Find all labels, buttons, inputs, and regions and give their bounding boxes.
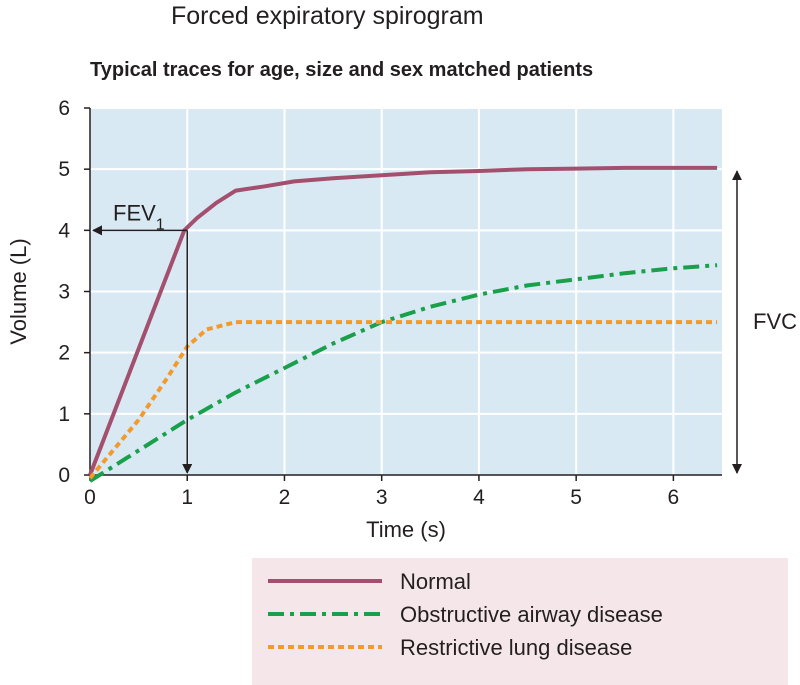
legend-item-normal: Normal [252,567,788,597]
y-tick-label: 4 [58,219,70,242]
series-line-normal [88,165,718,476]
x-tick-label: 6 [668,486,680,509]
legend-item-restrictive: Restrictive lung disease [252,633,788,663]
y-tick-label: 2 [58,342,70,365]
x-tick-label: 5 [570,486,582,509]
x-tick-label: 3 [376,486,388,509]
series-line-restrictive [88,320,718,480]
y-axis-title: Volume (L) [6,238,31,344]
x-tick-label: 2 [279,486,291,509]
x-tick-label: 4 [473,486,485,509]
fev1-subscript: 1 [156,216,165,233]
y-tick-label: 6 [58,97,70,120]
series-line-obstructive [88,263,718,483]
y-tick-label: 5 [58,158,70,181]
x-tick-label: 1 [181,486,193,509]
legend-label-restrictive: Restrictive lung disease [400,635,633,660]
legend-label-normal: Normal [400,569,471,594]
y-tick-label: 0 [58,464,70,487]
y-tick-label: 3 [58,281,70,304]
legend-label-obstructive: Obstructive airway disease [400,602,663,627]
figure-title: Forced expiratory spirogram [171,2,484,30]
figure-subtitle: Typical traces for age, size and sex mat… [90,59,594,81]
legend-item-obstructive: Obstructive airway disease [252,600,788,630]
x-tick-label: 0 [84,486,96,509]
y-tick-label: 1 [58,403,70,426]
legend: Normal Obstructive airway disease Restri… [252,558,788,685]
fvc-label: FVC [753,309,797,334]
x-axis-title: Time (s) [366,517,446,542]
